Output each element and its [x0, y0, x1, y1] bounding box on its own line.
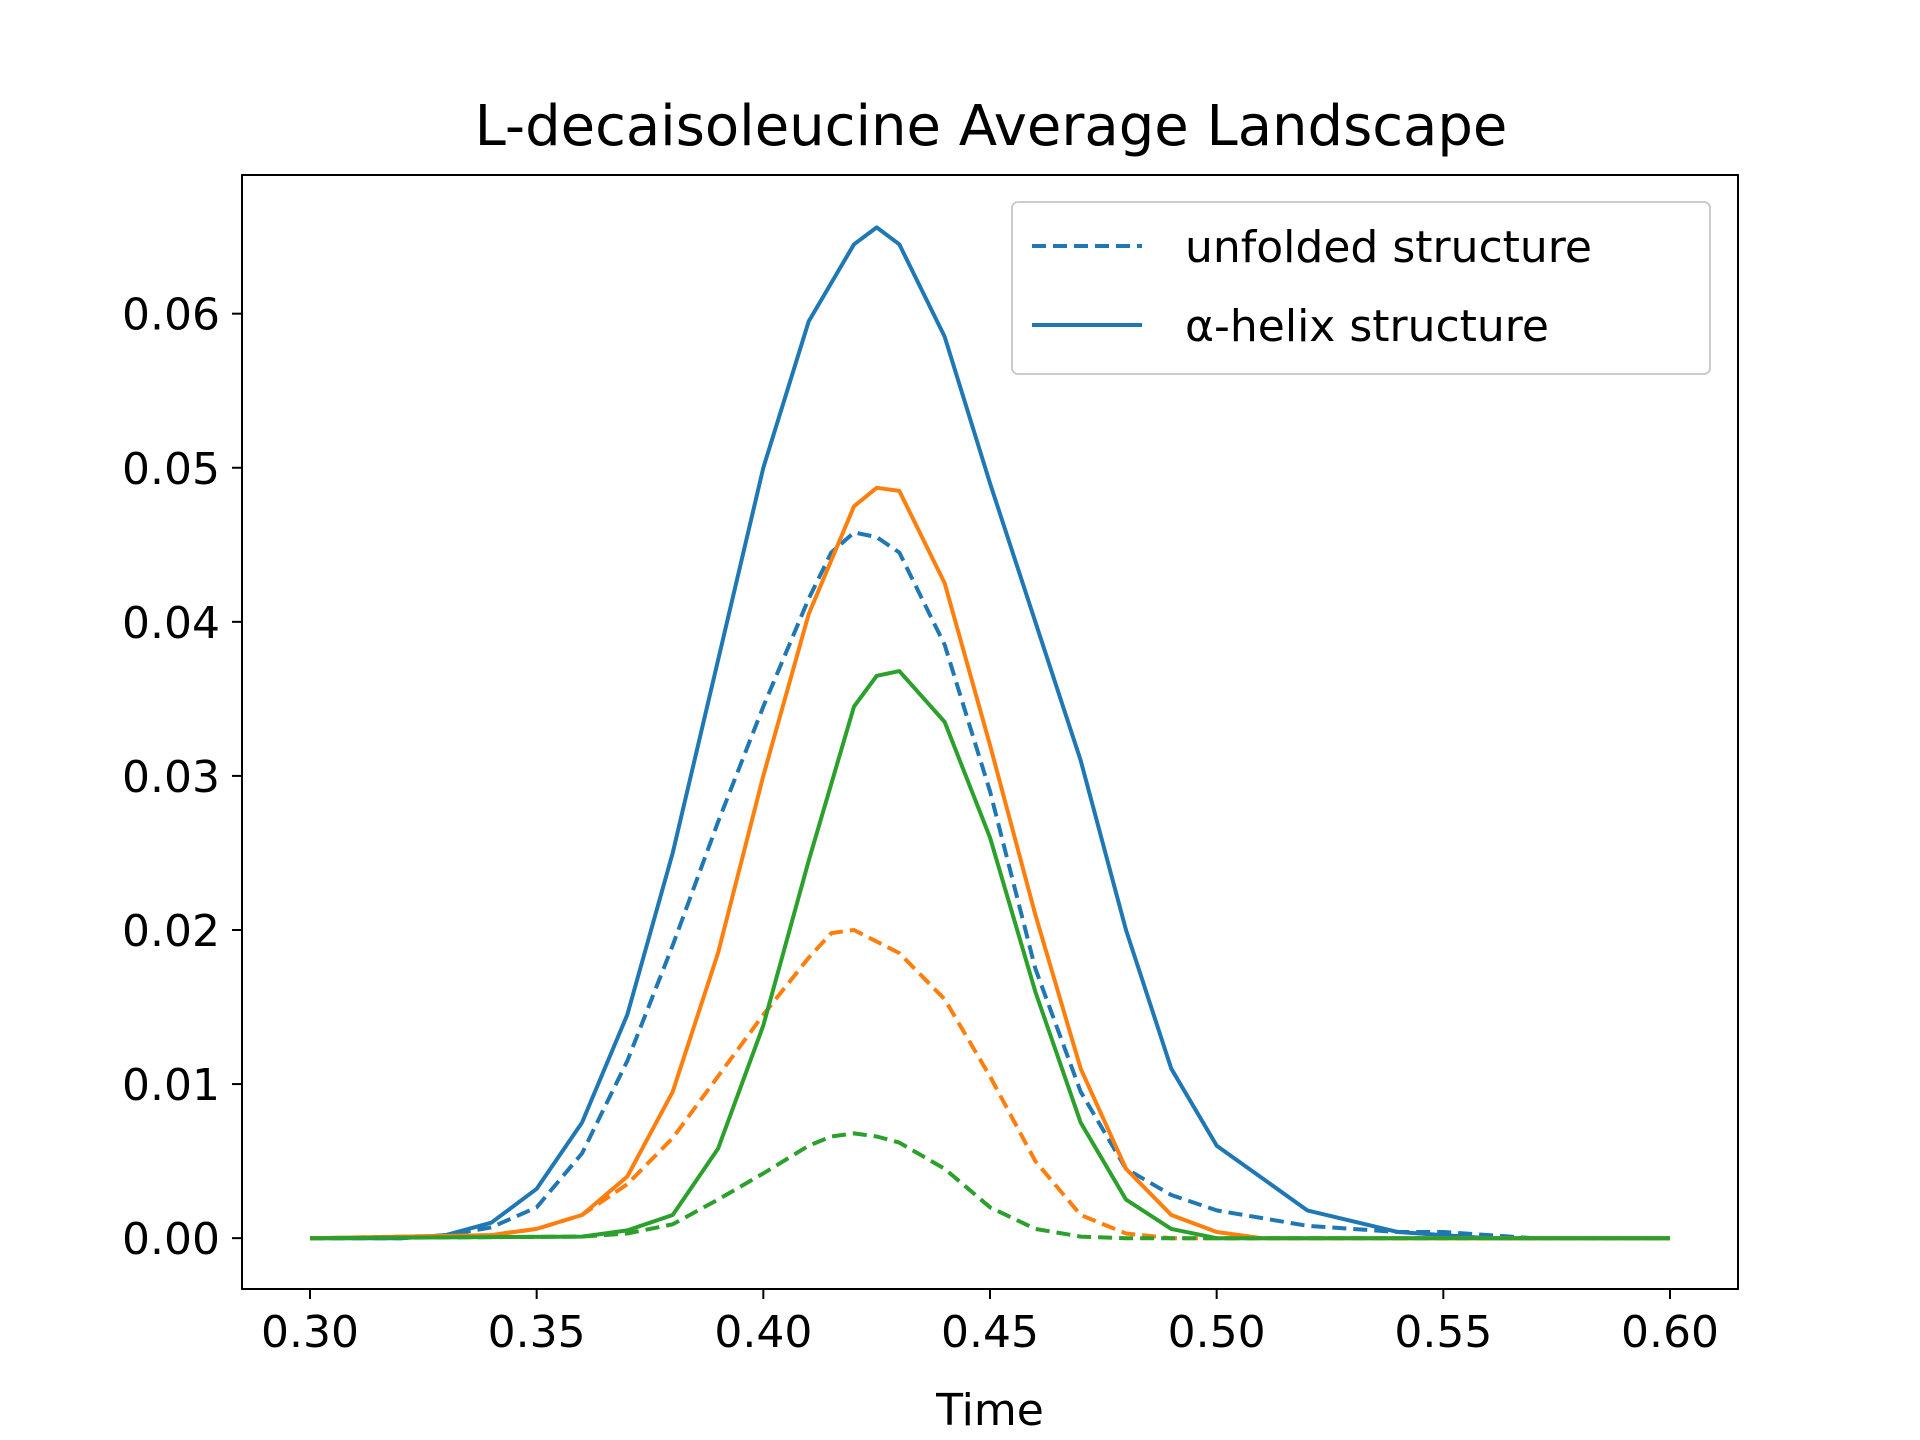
y-tick-label: 0.00	[122, 1214, 220, 1265]
x-tick-label: 0.50	[1168, 1307, 1266, 1358]
series-line-2	[309, 1131, 1670, 1241]
y-tick-label: 0.02	[122, 906, 220, 957]
x-tick-label: 0.55	[1394, 1307, 1492, 1358]
series-line-5	[309, 669, 1670, 1241]
series-line-0	[310, 530, 1670, 1241]
legend-frame	[1011, 201, 1711, 375]
x-tick-label: 0.30	[261, 1307, 359, 1358]
x-tick-label: 0.40	[714, 1307, 812, 1358]
x-axis-label: Time	[935, 1385, 1044, 1436]
y-axis: 0.00 0.01 0.02 0.03 0.04 0.05 0.06	[122, 290, 242, 1265]
x-axis: 0.30 0.35 0.40 0.45 0.50 0.55 0.60	[261, 1289, 1719, 1358]
series-line-3	[310, 225, 1670, 1241]
y-tick-label: 0.05	[122, 444, 220, 495]
x-tick-label: 0.60	[1621, 1307, 1719, 1358]
y-tick-label: 0.03	[122, 752, 220, 803]
legend-label-alpha-helix: α-helix structure	[1185, 301, 1549, 352]
legend-label-unfolded: unfolded structure	[1185, 222, 1592, 273]
y-tick-label: 0.01	[122, 1060, 220, 1111]
y-tick-label: 0.06	[122, 290, 220, 341]
x-tick-label: 0.35	[488, 1307, 586, 1358]
legend: unfolded structure α-helix structure	[1011, 201, 1711, 375]
chart-title: L-decaisoleucine Average Landscape	[475, 94, 1508, 159]
series-line-4	[309, 485, 1670, 1241]
series-layer	[309, 225, 1670, 1241]
y-tick-label: 0.04	[122, 598, 220, 649]
x-tick-label: 0.45	[941, 1307, 1039, 1358]
